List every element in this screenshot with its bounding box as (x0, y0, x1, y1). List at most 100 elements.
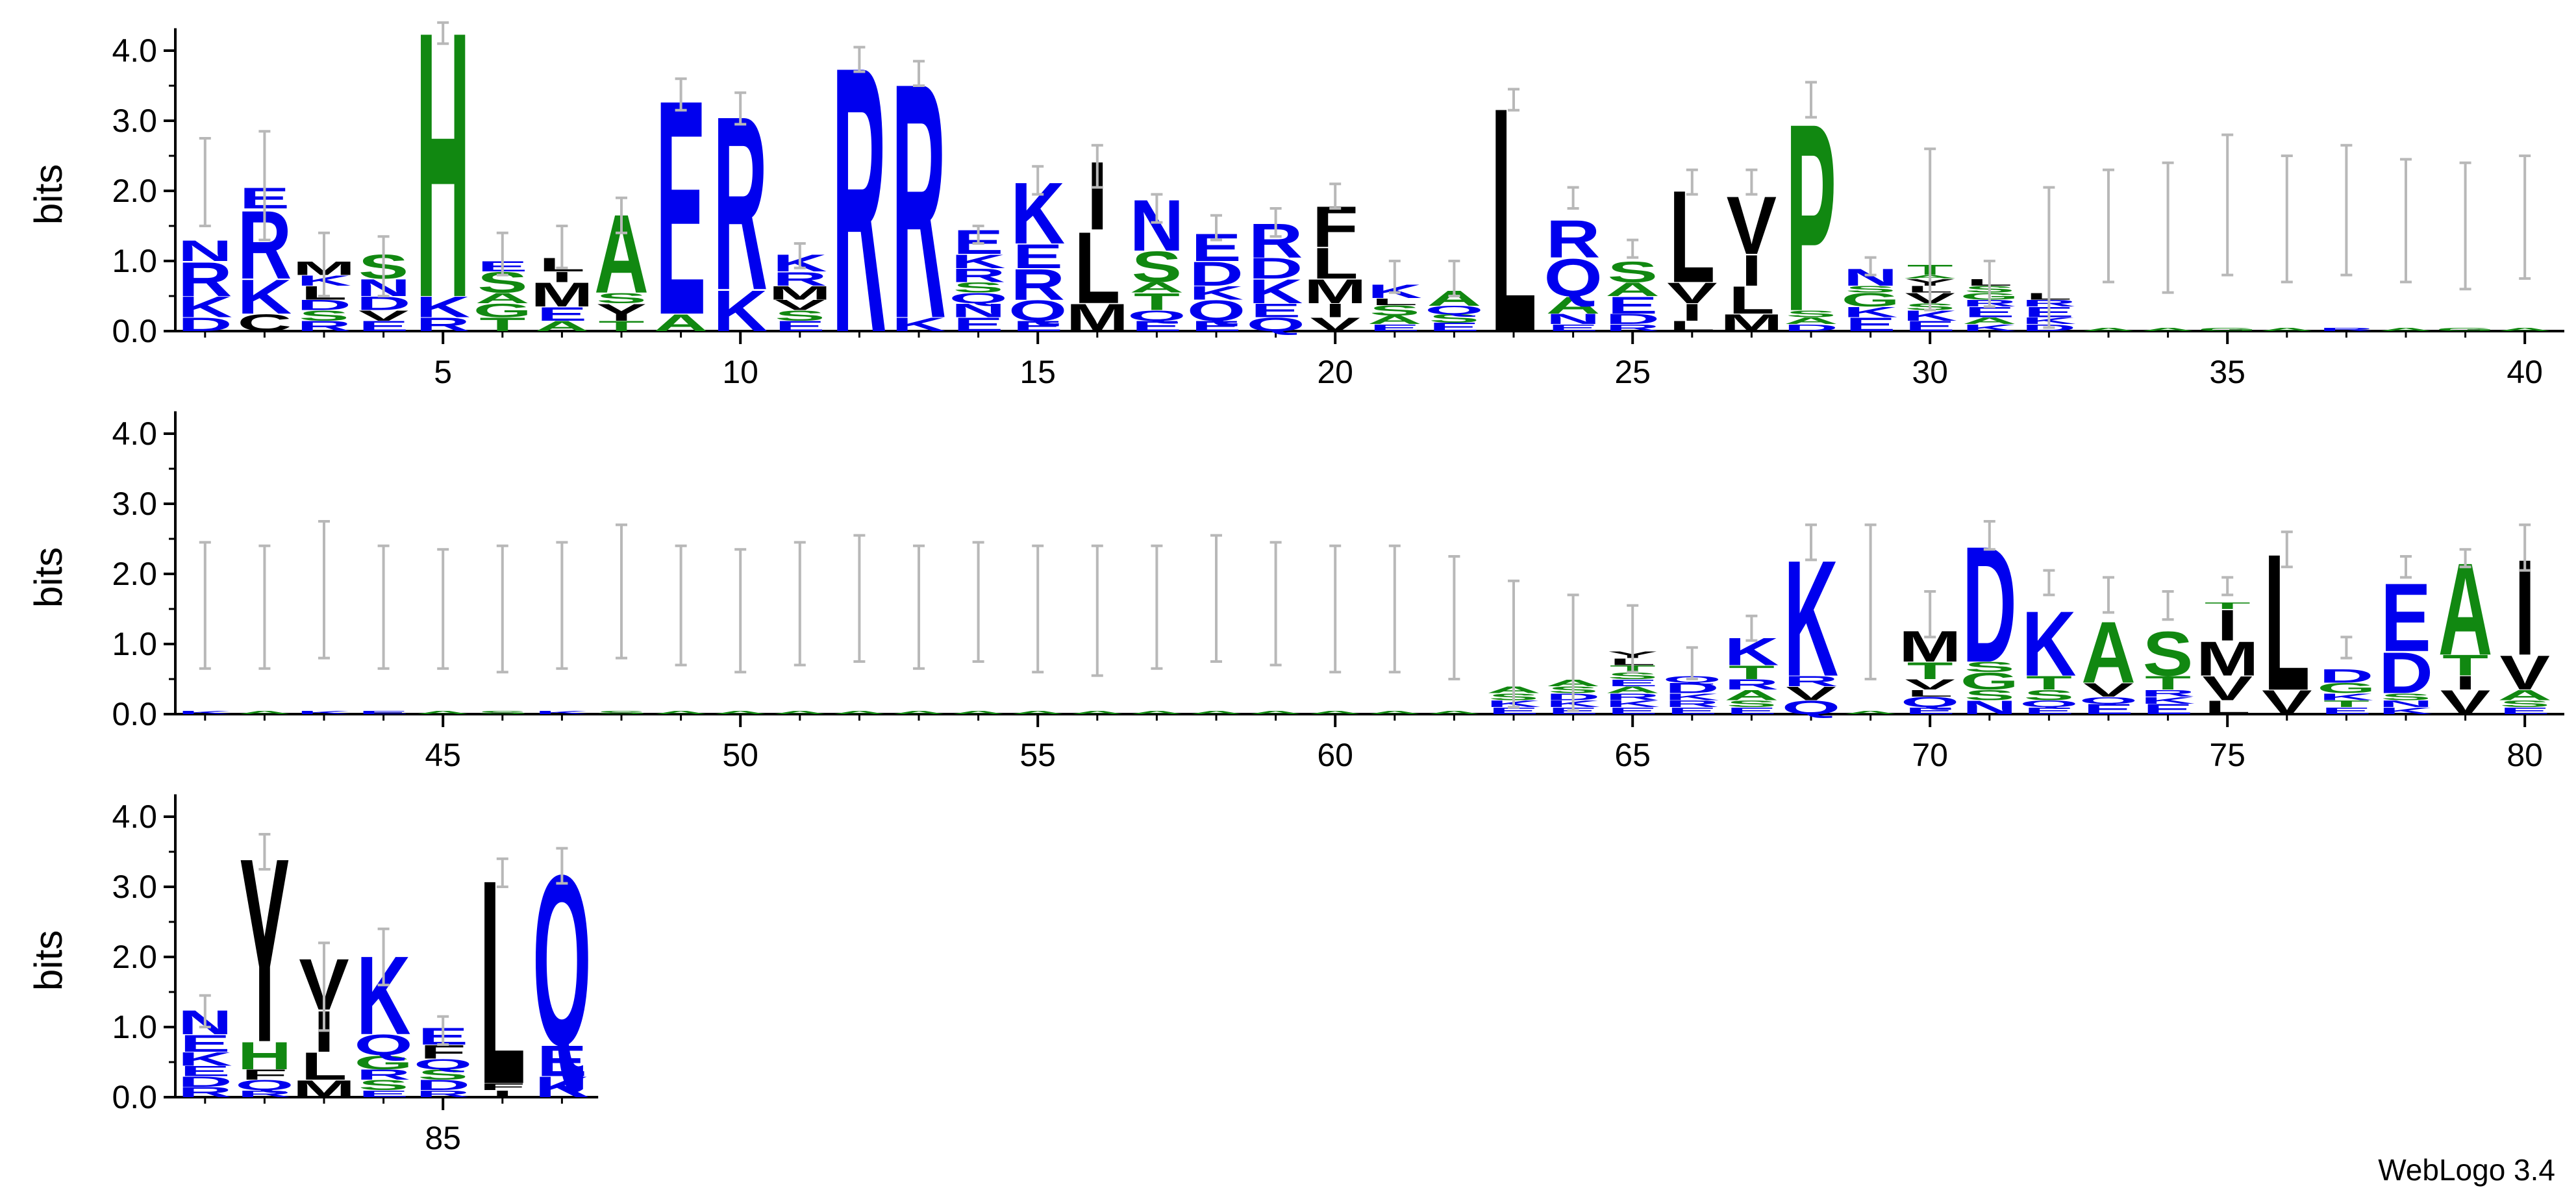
glyph-M: M (2196, 632, 2259, 686)
error-bar (377, 235, 390, 297)
y-tick-label: 4.0 (112, 32, 157, 69)
glyph-Q: Q (949, 290, 1007, 306)
logo-column-45: A (416, 548, 470, 715)
glyph-A: A (1368, 314, 1422, 327)
error-bar (1329, 182, 1342, 210)
x-tick-label: 45 (425, 737, 461, 773)
glyph-A: A (1784, 316, 1838, 327)
glyph-E: E (953, 314, 1003, 336)
error-bar (2221, 576, 2234, 597)
glyph-A: A (2081, 327, 2136, 332)
glyph-A: A (534, 318, 589, 334)
glyph-L: L (1907, 688, 1953, 699)
glyph-L: L (1371, 296, 1418, 307)
glyph-K: K (892, 314, 946, 336)
glyph-S: S (2143, 618, 2193, 689)
glyph-K: K (178, 1048, 232, 1070)
glyph-Q: Q (2079, 695, 2138, 706)
glyph-Q: Q (235, 1077, 294, 1093)
glyph-E: E (358, 710, 408, 715)
error-bar (1032, 165, 1044, 196)
glyph-K: K (1962, 322, 2017, 333)
glyph-G: G (1841, 289, 1899, 311)
glyph-D: D (416, 1077, 470, 1093)
glyph-N: N (1546, 311, 1601, 327)
glyph-A: A (2379, 327, 2433, 332)
error-bar (556, 541, 568, 670)
glyph-T: T (1907, 658, 1953, 685)
glyph-S: S (2024, 687, 2074, 703)
glyph-E: E (2321, 705, 2371, 716)
error-bar (1151, 193, 1163, 224)
glyph-E: E (1607, 705, 1657, 716)
glyph-Q: Q (1127, 307, 1186, 323)
error-bar (1864, 523, 1877, 680)
glyph-V: V (1310, 314, 1360, 336)
glyph-K: K (416, 291, 470, 324)
glyph-A: A (1308, 710, 1362, 715)
error-bar (2043, 569, 2055, 597)
glyph-E: E (1905, 705, 1955, 716)
error-bar (2459, 548, 2471, 569)
glyph-E: E (358, 318, 408, 334)
y-tick-label: 4.0 (112, 415, 157, 452)
glyph-A: A (654, 710, 708, 715)
glyph-E: E (1012, 318, 1062, 334)
error-bar (318, 520, 330, 660)
error-bar (1508, 579, 1519, 709)
logo-column-9: AE (654, 36, 708, 378)
glyph-K: K (534, 710, 589, 715)
glyph-S: S (953, 279, 1003, 295)
logo-column-61: A (1368, 544, 1422, 715)
glyph-L: L (1729, 278, 1775, 322)
error-bar (1269, 541, 1282, 667)
glyph-H: H (416, 0, 470, 377)
logo-column-76: VL (2262, 514, 2312, 732)
glyph-V: V (1905, 676, 1955, 693)
logo-column-51: A (773, 541, 827, 715)
error-bar (1864, 256, 1877, 277)
glyph-D: D (178, 314, 232, 336)
error-bar (1805, 81, 1817, 119)
x-tick-label: 15 (1019, 354, 1056, 390)
glyph-V: V (775, 297, 825, 313)
y-tick-label: 0.0 (112, 1079, 157, 1115)
glyph-E: E (775, 318, 825, 334)
weblogo-credit: WebLogo 3.4 (2378, 1153, 2555, 1187)
glyph-R: R (178, 252, 232, 306)
glyph-M: M (531, 276, 594, 314)
error-bar (1686, 646, 1698, 680)
glyph-K: K (534, 1071, 589, 1104)
glyph-A: A (1605, 684, 1660, 695)
glyph-D: D (2379, 641, 2433, 706)
glyph-G: G (1960, 668, 2019, 695)
glyph-E: E (1369, 322, 1419, 333)
glyph-D: D (2319, 665, 2373, 687)
glyph-E: E (1845, 314, 1895, 336)
glyph-S: S (477, 710, 527, 715)
glyph-T: T (599, 318, 645, 334)
glyph-Y: Y (596, 299, 646, 326)
logo-column-50: A (713, 548, 768, 715)
error-bar (1924, 590, 1936, 639)
glyph-E: E (1132, 318, 1182, 334)
glyph-A: A (1546, 292, 1601, 319)
error-bar (2519, 155, 2531, 280)
glyph-T: T (1729, 662, 1775, 684)
error-bar (496, 544, 508, 674)
y-tick-label: 2.0 (112, 556, 157, 592)
glyph-S: S (1964, 687, 2014, 703)
error-bar (1329, 544, 1342, 674)
glyph-K: K (237, 269, 292, 324)
error-bar (1151, 544, 1163, 670)
